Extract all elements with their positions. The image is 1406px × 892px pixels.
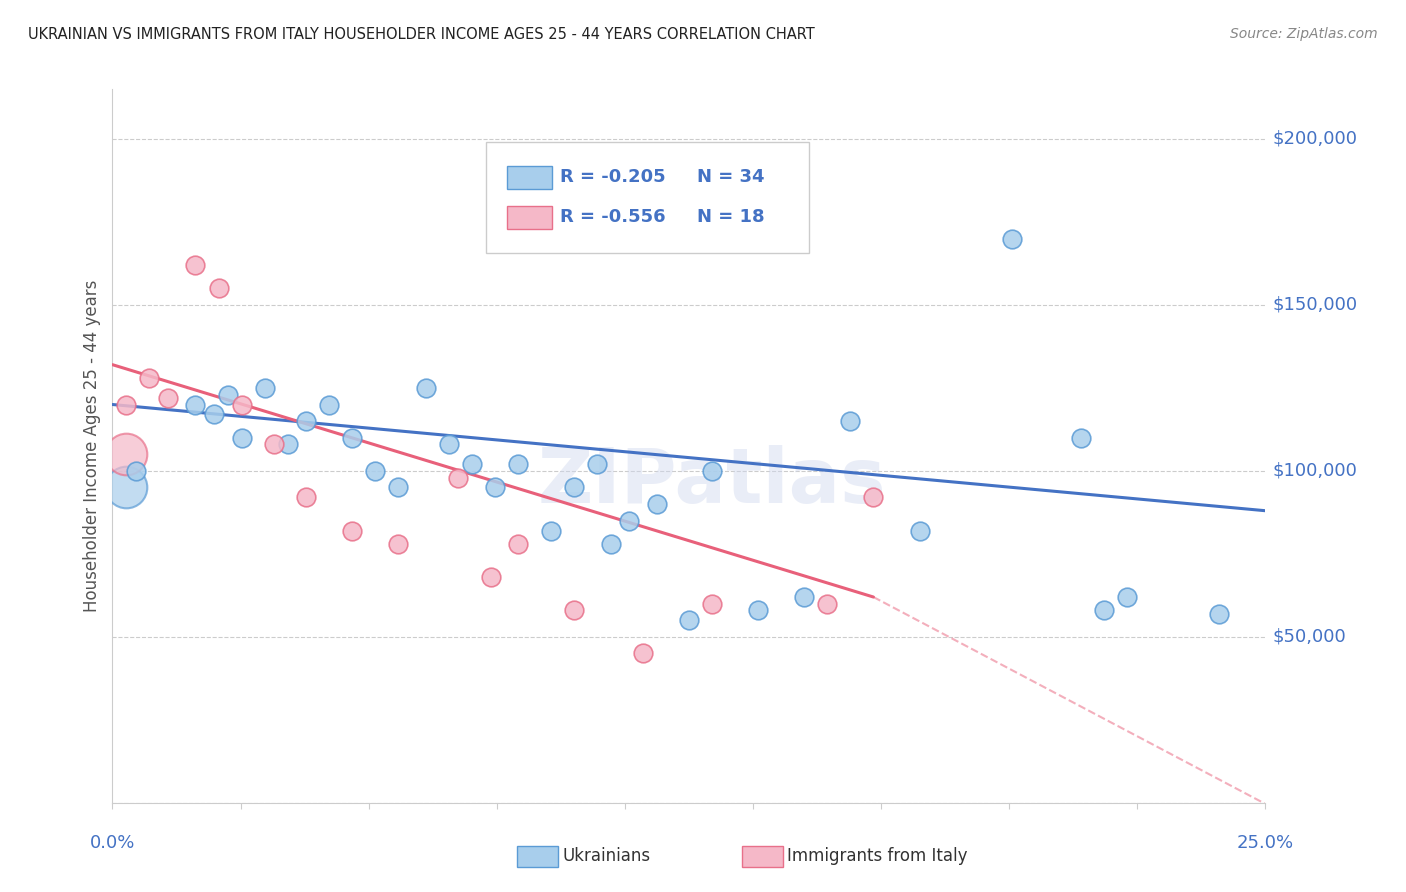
Text: Ukrainians: Ukrainians	[562, 847, 651, 865]
Point	[342, 524, 364, 538]
Point	[342, 431, 364, 445]
Text: $50,000: $50,000	[1272, 628, 1346, 646]
Text: ZIPatlas: ZIPatlas	[537, 445, 886, 518]
Text: R = -0.205: R = -0.205	[561, 168, 666, 186]
Text: N = 34: N = 34	[697, 168, 765, 186]
Text: $100,000: $100,000	[1272, 462, 1357, 480]
Point	[253, 381, 276, 395]
Point	[364, 464, 387, 478]
Point	[585, 457, 607, 471]
Point	[115, 447, 138, 461]
Point	[217, 387, 239, 401]
Point	[1116, 590, 1139, 604]
Text: 25.0%: 25.0%	[1237, 834, 1294, 852]
Point	[202, 408, 225, 422]
Point	[461, 457, 484, 471]
Point	[184, 258, 207, 272]
Point	[862, 491, 884, 505]
Point	[508, 537, 530, 551]
Point	[508, 457, 530, 471]
Point	[678, 613, 700, 627]
Point	[1070, 431, 1092, 445]
Point	[540, 524, 562, 538]
Point	[908, 524, 931, 538]
Point	[415, 381, 437, 395]
Point	[700, 464, 723, 478]
Point	[1001, 231, 1024, 245]
Text: R = -0.556: R = -0.556	[561, 208, 666, 226]
Point	[318, 397, 340, 411]
Point	[263, 437, 285, 451]
Point	[184, 397, 207, 411]
Text: 0.0%: 0.0%	[90, 834, 135, 852]
Point	[747, 603, 769, 617]
Point	[295, 491, 318, 505]
Point	[700, 597, 723, 611]
Point	[115, 481, 138, 495]
Point	[562, 603, 585, 617]
Point	[562, 481, 585, 495]
Point	[138, 371, 160, 385]
Point	[815, 597, 838, 611]
Point	[295, 414, 318, 428]
Point	[1092, 603, 1115, 617]
Point	[793, 590, 815, 604]
Point	[231, 431, 253, 445]
Point	[1208, 607, 1230, 621]
Text: $200,000: $200,000	[1272, 130, 1357, 148]
Point	[231, 397, 253, 411]
Point	[599, 537, 621, 551]
Y-axis label: Householder Income Ages 25 - 44 years: Householder Income Ages 25 - 44 years	[83, 280, 101, 612]
Point	[387, 481, 409, 495]
Point	[124, 464, 146, 478]
Point	[277, 437, 299, 451]
Text: $150,000: $150,000	[1272, 296, 1358, 314]
Point	[156, 391, 179, 405]
Text: Source: ZipAtlas.com: Source: ZipAtlas.com	[1230, 27, 1378, 41]
Point	[617, 514, 640, 528]
Point	[479, 570, 502, 584]
Text: N = 18: N = 18	[697, 208, 765, 226]
Point	[839, 414, 862, 428]
Point	[631, 647, 654, 661]
Point	[437, 437, 460, 451]
Point	[645, 497, 668, 511]
Text: Immigrants from Italy: Immigrants from Italy	[787, 847, 967, 865]
Point	[447, 470, 470, 484]
Point	[484, 481, 506, 495]
Point	[115, 397, 138, 411]
Text: UKRAINIAN VS IMMIGRANTS FROM ITALY HOUSEHOLDER INCOME AGES 25 - 44 YEARS CORRELA: UKRAINIAN VS IMMIGRANTS FROM ITALY HOUSE…	[28, 27, 815, 42]
Point	[207, 281, 229, 295]
Point	[387, 537, 409, 551]
